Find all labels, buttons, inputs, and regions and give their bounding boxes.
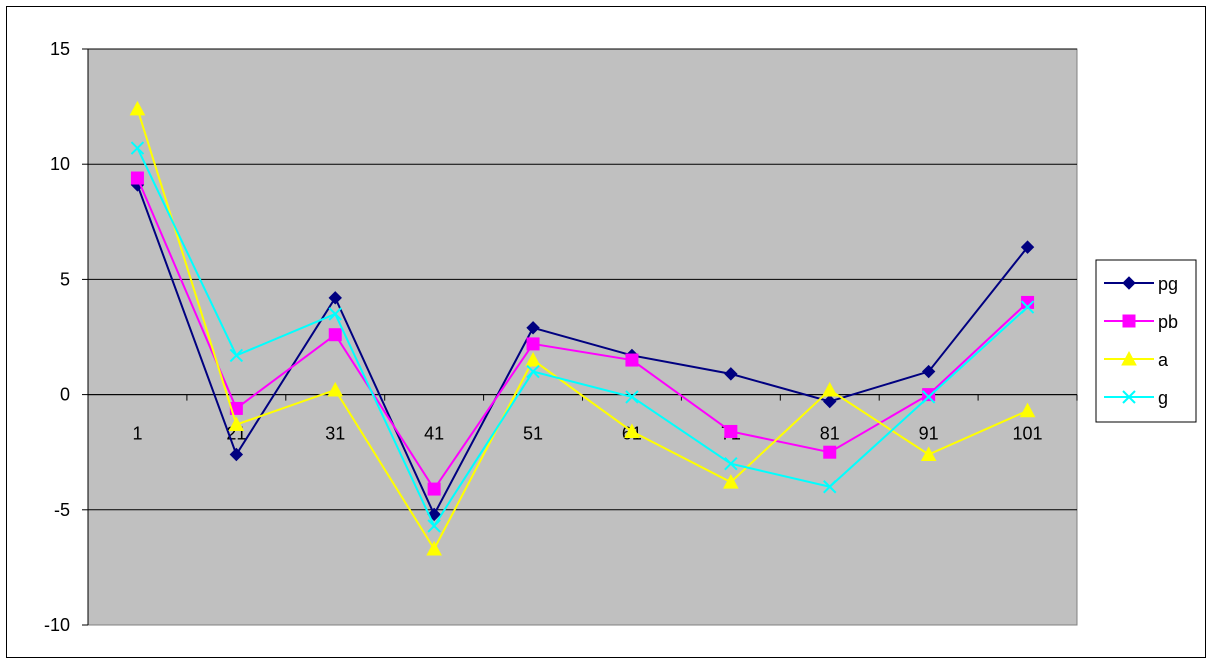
legend-item-a: a: [1104, 350, 1169, 370]
data-point-g: [328, 307, 342, 321]
y-tick-label: 0: [60, 385, 70, 405]
data-point-pb: [427, 482, 441, 496]
data-point-pb: [130, 171, 144, 185]
x-tick-label: 101: [1013, 424, 1043, 444]
legend-marker: [1122, 390, 1136, 404]
x-tick-label: 41: [424, 424, 444, 444]
plot-area: [87, 48, 1078, 626]
data-point-pg: [724, 367, 738, 381]
x-marker-stroke: [823, 480, 837, 494]
data-point-pb: [526, 337, 540, 351]
data-point-g: [823, 480, 837, 494]
y-tick-label: 15: [50, 39, 70, 59]
legend-box: [1095, 259, 1197, 423]
legend-label: pg: [1158, 274, 1178, 294]
data-point-a: [624, 423, 640, 438]
legend-label: pb: [1158, 312, 1178, 332]
data-point-pb: [823, 445, 837, 459]
x-tick-label: 51: [523, 424, 543, 444]
legend-item-pg: pg: [1104, 274, 1178, 294]
series-g: [130, 141, 1035, 533]
data-point-pg: [328, 291, 342, 305]
x-marker-stroke: [229, 348, 244, 363]
x-marker-stroke: [328, 307, 342, 321]
series-group: [129, 100, 1036, 556]
x-marker-stroke: [921, 390, 936, 404]
x-tick-label: 81: [820, 424, 840, 444]
x-marker-stroke: [427, 519, 441, 533]
series-a: [129, 100, 1036, 556]
data-point-a: [1019, 402, 1036, 418]
y-tick-label: 10: [50, 154, 70, 174]
data-point-pg: [1020, 240, 1035, 254]
x-marker-stroke: [1020, 300, 1035, 314]
data-point-pb: [724, 424, 738, 438]
data-point-g: [130, 141, 145, 155]
data-point-pb: [922, 388, 936, 402]
legend-marker: [1122, 276, 1136, 290]
plot-background: [87, 48, 1078, 626]
legend-item-pb: pb: [1104, 312, 1178, 332]
x-tick-label: 91: [919, 424, 939, 444]
data-point-g: [229, 348, 244, 363]
data-point-a: [723, 474, 739, 489]
legend-item-g: g: [1104, 388, 1168, 408]
x-marker-stroke: [724, 457, 738, 471]
y-tick-label: -10: [44, 615, 70, 635]
x-marker-stroke: [526, 364, 540, 379]
data-point-a: [821, 381, 838, 397]
data-point-pb: [328, 328, 342, 342]
x-tick-label: 1: [132, 424, 142, 444]
x-marker-stroke: [625, 390, 639, 404]
x-tick-label: 31: [325, 424, 345, 444]
data-point-a: [129, 100, 146, 116]
legend-label: g: [1158, 388, 1168, 408]
data-point-pg: [823, 394, 837, 409]
x-marker-stroke: [1122, 390, 1136, 404]
data-point-a: [525, 351, 541, 367]
legend: pg pb ag: [1095, 259, 1197, 423]
data-point-pg: [921, 364, 936, 379]
data-point-g: [625, 390, 639, 404]
series-line-a: [136, 108, 1028, 551]
legend-marker: [1122, 314, 1136, 328]
x-marker-stroke: [130, 141, 145, 155]
legend-label: a: [1158, 350, 1169, 370]
data-point-a: [426, 540, 442, 556]
data-point-pg: [229, 447, 244, 462]
data-point-a: [228, 416, 245, 432]
series-line-g: [136, 147, 1029, 528]
series-line-pg: [136, 184, 1029, 517]
data-point-a: [327, 381, 344, 397]
legend-marker: [1121, 350, 1137, 366]
data-point-a: [920, 446, 937, 462]
data-point-g: [427, 519, 441, 533]
y-tick-label: -5: [54, 500, 70, 520]
data-point-g: [724, 457, 738, 471]
data-point-g: [526, 364, 540, 379]
data-point-g: [1020, 300, 1035, 314]
data-point-pb: [625, 353, 639, 367]
data-point-g: [921, 390, 936, 404]
y-tick-label: 5: [60, 269, 70, 289]
data-point-pg: [526, 321, 540, 335]
series-pg: [130, 178, 1035, 522]
